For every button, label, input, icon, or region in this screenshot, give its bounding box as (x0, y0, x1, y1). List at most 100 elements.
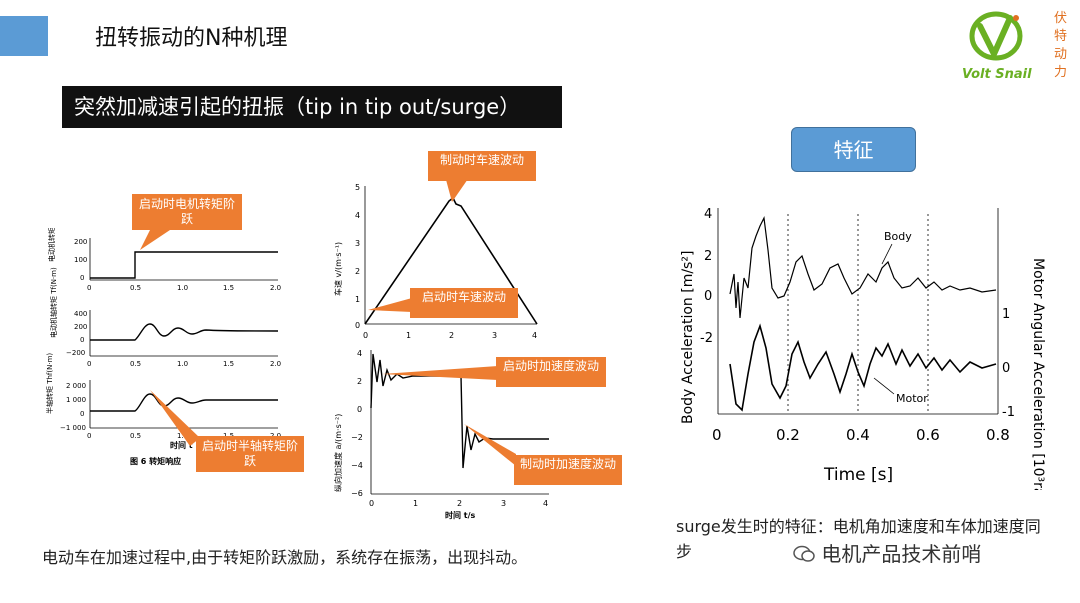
callout-arrow-brake-accel (464, 424, 516, 466)
svg-text:0: 0 (712, 426, 722, 444)
svg-text:3: 3 (355, 239, 360, 248)
svg-text:1.0: 1.0 (177, 284, 188, 292)
brand-logo: Volt Snail 伏 特 动 力 (958, 8, 1070, 86)
svg-text:纵向加速度 a/(m·s⁻²): 纵向加速度 a/(m·s⁻²) (333, 414, 343, 492)
logo-v-icon (977, 15, 1013, 57)
title-accent-bar (0, 16, 48, 56)
svg-text:−2: −2 (351, 433, 363, 442)
svg-text:0: 0 (87, 432, 91, 440)
svg-text:0.5: 0.5 (130, 360, 141, 368)
motor-torque-plot: 电动机转矩 Tq(N·m) 200 100 0 0 0.5 1.0 1.5 2.… (47, 196, 281, 292)
svg-text:1: 1 (1002, 307, 1010, 322)
svg-text:0.6: 0.6 (916, 426, 940, 444)
description-text: 电动车在加速过程中,由于转矩阶跃激励，系统存在振荡，出现抖动。 (42, 548, 528, 567)
callout-start-speed-wave: 启动时车速波动 (410, 288, 518, 318)
svg-text:2: 2 (704, 249, 712, 264)
svg-text:电动机转矩 Tq(N·m): 电动机转矩 Tq(N·m) (47, 228, 56, 262)
svg-text:1: 1 (406, 331, 411, 340)
body-accel-curve (729, 215, 997, 319)
svg-text:力: 力 (1054, 65, 1067, 80)
svg-text:1 000: 1 000 (66, 396, 86, 404)
page-title: 扭转振动的N种机理 (95, 26, 288, 51)
svg-text:5: 5 (355, 183, 360, 192)
callout-halfshaft-torque-step: 启动时半轴转矩阶跃 (196, 436, 304, 472)
svg-text:0.5: 0.5 (130, 432, 141, 440)
callout-arrow-start-speed (368, 298, 412, 312)
svg-text:0: 0 (355, 321, 360, 330)
svg-text:1.5: 1.5 (223, 360, 234, 368)
callout-arrow-halfshaft (150, 390, 200, 446)
motor-accel-curve (729, 323, 997, 412)
svg-text:电动机轴转矩 Tf(N·m): 电动机轴转矩 Tf(N·m) (49, 267, 58, 338)
svg-text:−1 000: −1 000 (60, 424, 86, 432)
svg-text:100: 100 (74, 256, 87, 264)
svg-text:0: 0 (87, 360, 91, 368)
svg-text:2: 2 (355, 267, 360, 276)
svg-text:3: 3 (501, 499, 506, 508)
section-banner: 突然加减速引起的扭振（tip in tip out/surge） (62, 86, 562, 128)
svg-text:0: 0 (80, 410, 84, 418)
svg-text:−200: −200 (66, 349, 85, 357)
svg-text:车速 v/(m·s⁻¹): 车速 v/(m·s⁻¹) (333, 242, 343, 296)
svg-text:0.5: 0.5 (130, 284, 141, 292)
svg-text:2 000: 2 000 (66, 382, 86, 390)
svg-text:200: 200 (74, 323, 87, 331)
body-label: Body (884, 230, 912, 243)
surge-feature-text: surge发生时的特征：电机角加速度和车体加速度同步 (676, 517, 1041, 561)
svg-text:−6: −6 (351, 489, 363, 498)
svg-text:0: 0 (80, 336, 84, 344)
feature-button[interactable]: 特征 (791, 127, 916, 172)
motor-label: Motor (896, 392, 928, 405)
svg-text:1.0: 1.0 (177, 432, 188, 440)
svg-text:3: 3 (492, 331, 497, 340)
svg-text:2: 2 (357, 377, 362, 386)
svg-text:0: 0 (363, 331, 368, 340)
svg-text:时间 t/s: 时间 t/s (445, 510, 476, 520)
svg-text:2.0: 2.0 (270, 360, 281, 368)
watermark-label: 电机产品技术前哨 (821, 542, 982, 566)
callout-motor-torque-step: 启动时电机转矩阶跃 (132, 194, 242, 230)
svg-text:半轴转矩 Thf(N·m): 半轴转矩 Thf(N·m) (45, 353, 54, 414)
svg-text:-2: -2 (700, 331, 713, 346)
svg-text:0: 0 (87, 284, 91, 292)
svg-text:1.5: 1.5 (223, 284, 234, 292)
motor-shaft-torque-plot: 电动机轴转矩 Tf(N·m) 400 200 0 −200 0 0.5 1.0 … (49, 267, 281, 368)
figure-caption: 图 6 转矩响应 (130, 456, 181, 466)
svg-text:0: 0 (357, 405, 362, 414)
svg-text:4: 4 (357, 349, 362, 358)
svg-text:-1: -1 (1002, 405, 1015, 420)
svg-text:0.2: 0.2 (776, 426, 800, 444)
svg-text:2.0: 2.0 (270, 284, 281, 292)
svg-text:0: 0 (1002, 361, 1010, 376)
logo-brand-text: Volt Snail (962, 67, 1032, 82)
callout-brake-accel-wave: 制动时加速度波动 (514, 455, 622, 485)
svg-text:动: 动 (1054, 47, 1067, 62)
callout-arrow-start-accel (382, 366, 498, 380)
logo-ring-icon (969, 11, 1023, 61)
svg-text:伏: 伏 (1054, 11, 1067, 26)
svg-text:Body Acceleration [m/s²]: Body Acceleration [m/s²] (680, 251, 696, 424)
watermark: 电机产品技术前哨 (793, 538, 981, 567)
svg-text:4: 4 (532, 331, 537, 340)
svg-text:0: 0 (369, 499, 374, 508)
svg-text:4: 4 (355, 211, 360, 220)
callout-arrow-brake-speed (445, 176, 470, 202)
svg-text:特: 特 (1054, 29, 1067, 44)
callout-start-accel-wave: 启动时加速度波动 (496, 357, 606, 387)
svg-text:1: 1 (413, 499, 418, 508)
svg-text:时间 t: 时间 t (170, 440, 193, 450)
svg-text:Motor Angular Acceleration [10: Motor Angular Acceleration [10³rad/s²] (1030, 258, 1046, 490)
callout-arrow-motor (140, 230, 170, 250)
svg-text:0: 0 (704, 289, 712, 304)
svg-text:0.4: 0.4 (846, 426, 870, 444)
svg-text:4: 4 (543, 499, 548, 508)
svg-text:2: 2 (449, 331, 454, 340)
svg-text:Time [s]: Time [s] (823, 465, 893, 485)
svg-text:0: 0 (80, 274, 84, 282)
svg-text:1.0: 1.0 (177, 360, 188, 368)
svg-text:1: 1 (355, 295, 360, 304)
svg-text:0.8: 0.8 (986, 426, 1010, 444)
wechat-icon (793, 544, 815, 562)
surge-figure: Body Acceleration [m/s²] Motor Angular A… (630, 178, 1070, 528)
svg-text:−4: −4 (351, 461, 363, 470)
